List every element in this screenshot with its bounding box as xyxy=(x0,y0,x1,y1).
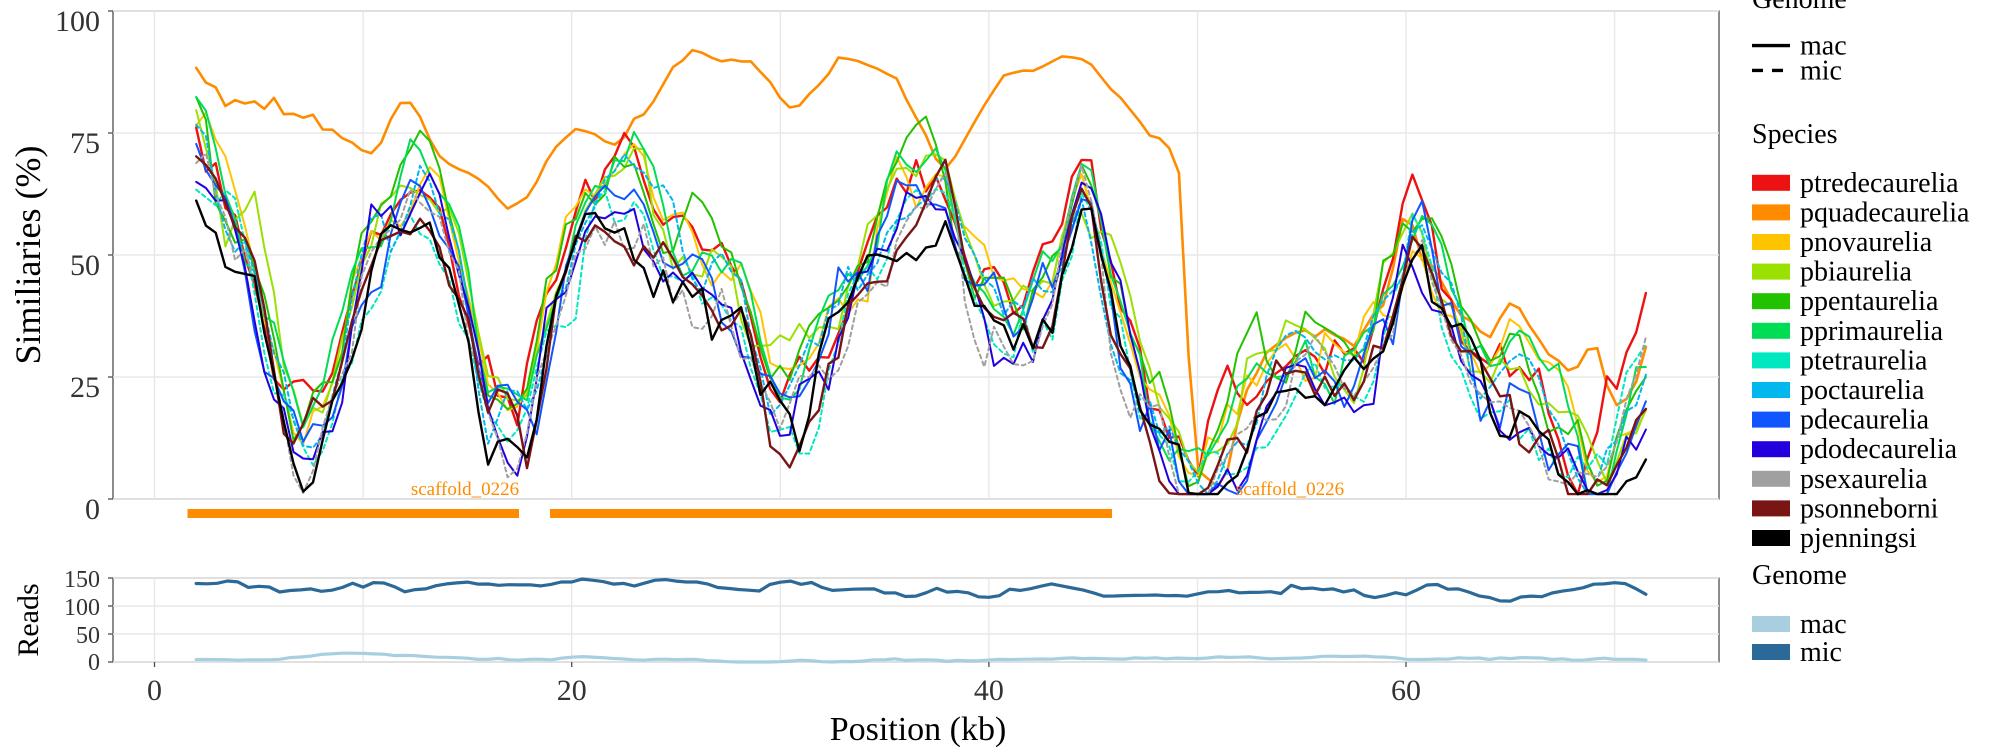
svg-text:pnovaurelia: pnovaurelia xyxy=(1800,227,1933,258)
svg-text:20: 20 xyxy=(557,674,587,707)
svg-text:40: 40 xyxy=(974,674,1004,707)
svg-text:pprimaurelia: pprimaurelia xyxy=(1800,316,1944,347)
svg-text:poctaurelia: poctaurelia xyxy=(1800,375,1925,406)
svg-text:pdodecaurelia: pdodecaurelia xyxy=(1800,434,1958,465)
svg-text:ptredecaurelia: ptredecaurelia xyxy=(1800,168,1959,199)
svg-text:Genome: Genome xyxy=(1752,0,1847,15)
svg-text:Position (kb): Position (kb) xyxy=(830,711,1007,748)
svg-text:mic: mic xyxy=(1800,637,1842,668)
svg-text:pquadecaurelia: pquadecaurelia xyxy=(1800,197,1970,228)
svg-text:50: 50 xyxy=(70,249,100,282)
svg-text:75: 75 xyxy=(70,127,100,160)
svg-text:0: 0 xyxy=(85,493,100,526)
svg-text:0: 0 xyxy=(88,650,100,676)
svg-text:Species: Species xyxy=(1752,119,1838,150)
svg-text:Similiaries (%): Similiaries (%) xyxy=(8,146,48,365)
svg-text:Reads: Reads xyxy=(12,583,45,656)
svg-text:60: 60 xyxy=(1391,674,1421,707)
svg-text:25: 25 xyxy=(70,371,100,404)
svg-text:50: 50 xyxy=(76,623,100,649)
svg-text:150: 150 xyxy=(64,567,100,593)
svg-text:pjenningsi: pjenningsi xyxy=(1800,523,1917,554)
svg-text:psonneborni: psonneborni xyxy=(1800,493,1939,524)
svg-text:pdecaurelia: pdecaurelia xyxy=(1800,405,1930,436)
svg-text:scaffold_0226: scaffold_0226 xyxy=(411,479,519,500)
svg-text:scaffold_0226: scaffold_0226 xyxy=(1236,479,1344,500)
svg-text:ptetraurelia: ptetraurelia xyxy=(1800,345,1928,376)
svg-text:mac: mac xyxy=(1800,609,1847,640)
svg-text:psexaurelia: psexaurelia xyxy=(1800,464,1928,495)
svg-text:ppentaurelia: ppentaurelia xyxy=(1800,286,1939,317)
svg-text:mic: mic xyxy=(1800,55,1842,86)
svg-text:pbiaurelia: pbiaurelia xyxy=(1800,257,1913,288)
svg-text:100: 100 xyxy=(64,595,100,621)
svg-text:0: 0 xyxy=(147,674,162,707)
svg-text:100: 100 xyxy=(55,5,100,38)
svg-text:Genome: Genome xyxy=(1752,560,1847,591)
